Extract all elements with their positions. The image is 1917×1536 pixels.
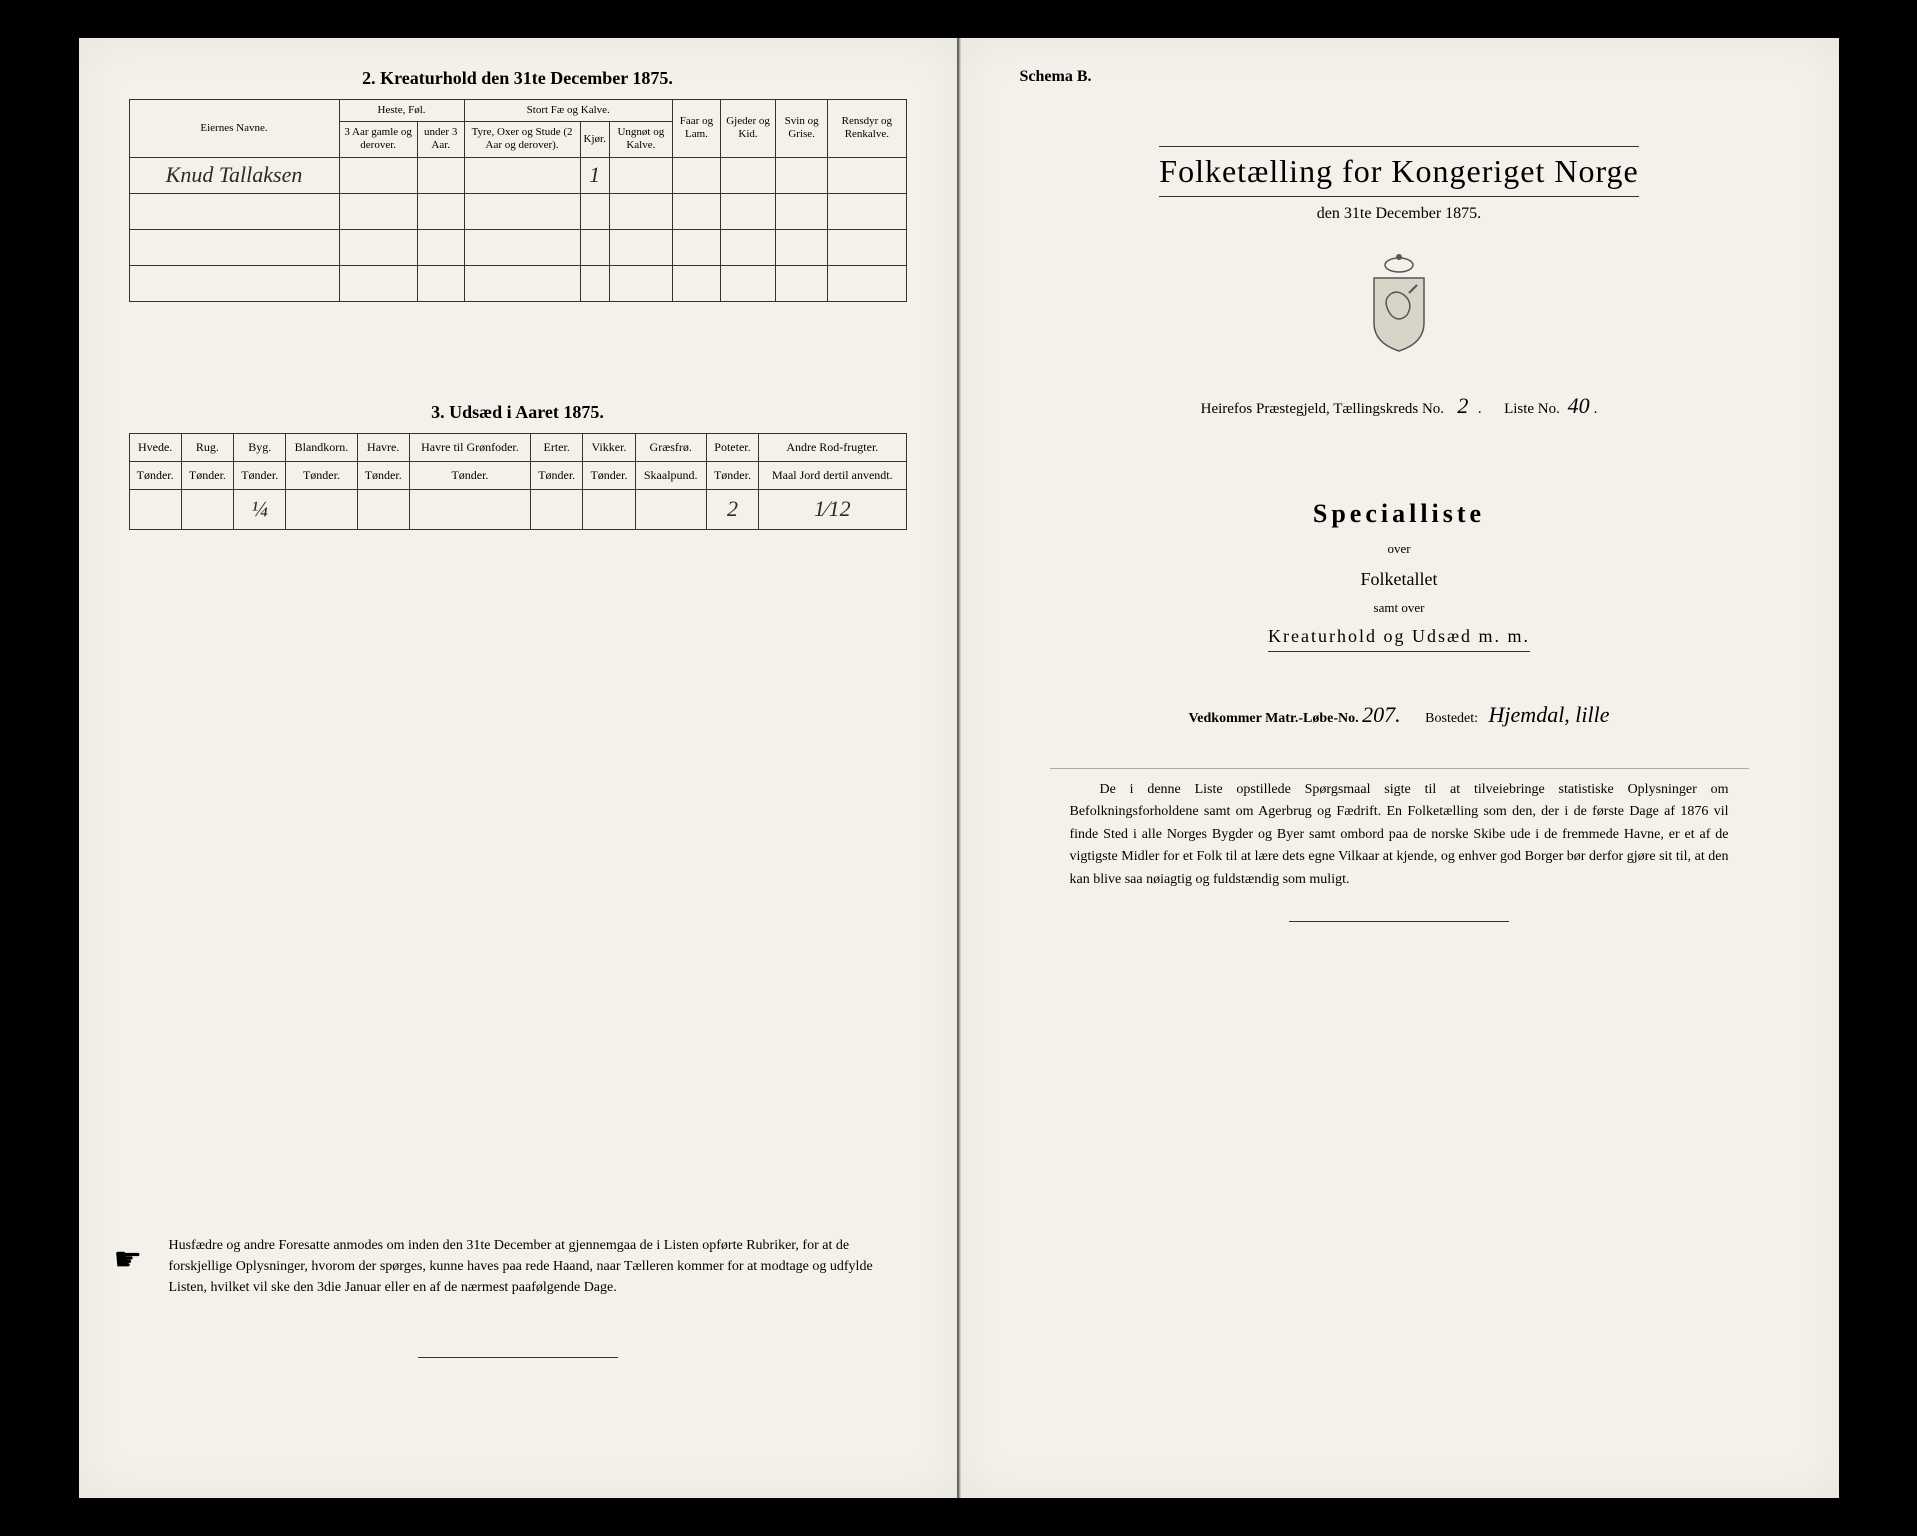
u7: Tønder.	[531, 461, 583, 489]
folketallet-text: Folketallet	[1050, 569, 1749, 590]
u1: Tønder.	[129, 461, 181, 489]
s-havregron	[409, 489, 530, 529]
s-vikker	[583, 489, 635, 529]
s-bland	[286, 489, 357, 529]
u11: Maal Jord dertil anvendt.	[759, 461, 906, 489]
footer-text: Husfædre og andre Foresatte anmodes om i…	[169, 1238, 873, 1295]
seed-table: Hvede. Rug. Byg. Blandkorn. Havre. Havre…	[129, 433, 907, 530]
u10: Tønder.	[706, 461, 758, 489]
cell-svin	[776, 157, 828, 193]
schema-label: Schema B.	[1020, 68, 1789, 86]
th-heste-group: Heste, Føl.	[339, 100, 464, 122]
th-rug: Rug.	[181, 433, 233, 461]
matr-label: Vedkommer Matr.-Løbe-No.	[1188, 711, 1358, 726]
s-andre: 1⁄12	[759, 489, 906, 529]
bosted-label: Bostedet:	[1425, 711, 1478, 726]
right-page: Schema B. Folketælling for Kongeriget No…	[959, 38, 1839, 1498]
s-rug	[181, 489, 233, 529]
th-havregron: Havre til Grønfoder.	[409, 433, 530, 461]
bottom-rule	[1289, 921, 1509, 922]
cell-f1	[464, 157, 580, 193]
bosted-value: Hjemdal, lille	[1489, 702, 1610, 727]
u5: Tønder.	[357, 461, 409, 489]
cell-gjed	[721, 157, 776, 193]
th-havre: Havre.	[357, 433, 409, 461]
th-stortfae-group: Stort Fæ og Kalve.	[464, 100, 672, 122]
para-top-rule	[1050, 768, 1749, 769]
coat-of-arms-icon	[1359, 253, 1439, 353]
district-prefix: Heirefos Præstegjeld, Tællingskreds No.	[1201, 401, 1444, 417]
livestock-table: Eiernes Navne. Heste, Føl. Stort Fæ og K…	[129, 99, 907, 302]
th-poteter: Poteter.	[706, 433, 758, 461]
th-bland: Blandkorn.	[286, 433, 357, 461]
liste-label: Liste No.	[1504, 401, 1560, 417]
th-byg: Byg.	[234, 433, 286, 461]
s-erter	[531, 489, 583, 529]
specialliste-heading: Specialliste	[1050, 499, 1749, 529]
liste-no: 40	[1564, 393, 1594, 419]
over-text: over	[1050, 541, 1749, 557]
cell-f3	[609, 157, 672, 193]
u4: Tønder.	[286, 461, 357, 489]
th-vikker: Vikker.	[583, 433, 635, 461]
left-page: 2. Kreaturhold den 31te December 1875. E…	[79, 38, 959, 1498]
s-hvede	[129, 489, 181, 529]
book-spread: 2. Kreaturhold den 31te December 1875. E…	[79, 38, 1839, 1498]
book-spine	[957, 38, 961, 1498]
th-erter: Erter.	[531, 433, 583, 461]
th-heste3: 3 Aar gamle og derover.	[339, 122, 417, 157]
s-poteter: 2	[706, 489, 758, 529]
footer-note: ☛ Husfædre og andre Foresatte anmodes om…	[169, 1235, 897, 1298]
samt-over-text: samt over	[1050, 600, 1749, 616]
footer-rule	[418, 1357, 618, 1358]
th-svin: Svin og Grise.	[776, 100, 828, 158]
u3: Tønder.	[234, 461, 286, 489]
u6: Tønder.	[409, 461, 530, 489]
section2-title: 2. Kreaturhold den 31te December 1875.	[129, 68, 907, 89]
th-graes: Græsfrø.	[635, 433, 706, 461]
u2: Tønder.	[181, 461, 233, 489]
s-havre	[357, 489, 409, 529]
cell-h1	[339, 157, 417, 193]
section3-title: 3. Udsæd i Aaret 1875.	[129, 402, 907, 423]
date-line: den 31te December 1875.	[1050, 205, 1749, 223]
th-ungnot: Ungnøt og Kalve.	[609, 122, 672, 157]
th-hesteunder3: under 3 Aar.	[417, 122, 464, 157]
th-faar: Faar og Lam.	[672, 100, 720, 158]
cell-kjor: 1	[580, 157, 609, 193]
main-title-wrap: Folketælling for Kongeriget Norge	[1050, 146, 1749, 205]
u9: Skaalpund.	[635, 461, 706, 489]
matr-line: Vedkommer Matr.-Løbe-No. 207. Bostedet: …	[1050, 702, 1749, 728]
bottom-paragraph: De i denne Liste opstillede Spørgsmaal s…	[1070, 779, 1729, 891]
pointer-hand-icon: ☛	[114, 1235, 143, 1283]
cell-faar	[672, 157, 720, 193]
matr-no: 207.	[1362, 702, 1401, 727]
district-no: 2	[1448, 393, 1478, 419]
kreatur-line: Kreaturhold og Udsæd m. m.	[1268, 626, 1530, 652]
district-line: Heirefos Præstegjeld, Tællingskreds No. …	[1050, 393, 1749, 419]
th-gjeder: Gjeder og Kid.	[721, 100, 776, 158]
cell-h2	[417, 157, 464, 193]
th-rensdyr: Rensdyr og Renkalve.	[828, 100, 906, 158]
th-hvede: Hvede.	[129, 433, 181, 461]
cell-owner: Knud Tallaksen	[129, 157, 339, 193]
u8: Tønder.	[583, 461, 635, 489]
main-title: Folketælling for Kongeriget Norge	[1159, 146, 1638, 197]
th-kjor: Kjør.	[580, 122, 609, 157]
cell-ren	[828, 157, 906, 193]
th-tyre: Tyre, Oxer og Stude (2 Aar og derover).	[464, 122, 580, 157]
s-graes	[635, 489, 706, 529]
kreatur-wrap: Kreaturhold og Udsæd m. m.	[1050, 626, 1749, 702]
s-byg: ¼	[234, 489, 286, 529]
th-andre: Andre Rod-frugter.	[759, 433, 906, 461]
th-owner: Eiernes Navne.	[129, 100, 339, 158]
